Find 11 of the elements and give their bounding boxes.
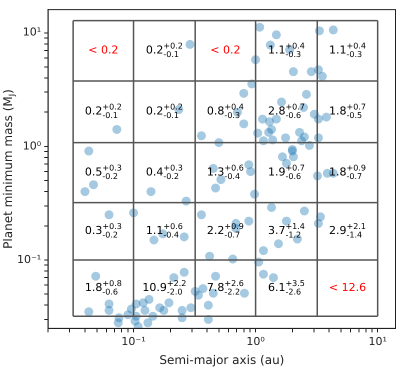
annotation: < 0.2 [210,44,241,57]
x-tick-label: 10⁰ [246,334,266,348]
x-tick-label: 10⁻¹ [121,334,146,348]
y-tick-label: 10¹ [22,26,42,39]
annotation: < 12.6 [328,280,366,294]
x-tick-label: 10¹ [368,334,387,348]
y-tick-label: 10⁰ [22,139,42,152]
annotation: < 0.2 [88,44,118,57]
x-axis-title: Semi-major axis (au) [159,352,284,367]
y-tick-label: 10⁻¹ [16,252,42,266]
y-axis-title: Planet minimum mass (MJ) [1,89,17,249]
